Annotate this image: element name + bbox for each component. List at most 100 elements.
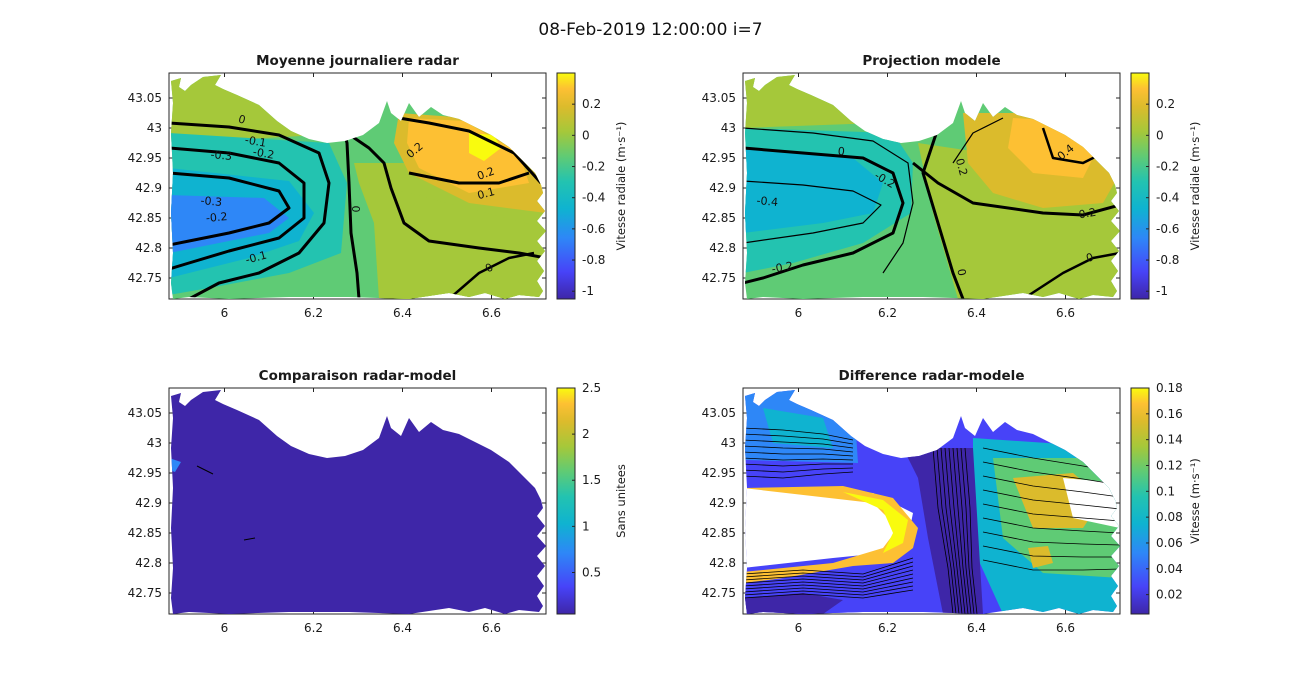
- contour-line: [982, 461, 1120, 486]
- contour-line: [745, 127, 914, 274]
- y-tick-label: 42.75: [128, 271, 162, 285]
- x-tick-label: 6: [221, 621, 229, 635]
- axes-frame: [742, 387, 1121, 615]
- contour-line: [745, 457, 854, 461]
- color-region: [407, 118, 529, 193]
- colorbar-gradient: [556, 72, 576, 300]
- color-region: [745, 593, 843, 614]
- contour-line: [745, 467, 854, 473]
- contour-line: [745, 439, 854, 449]
- colorbar-tick-label: 0.5: [582, 565, 601, 579]
- field-3: [171, 390, 546, 614]
- y-tick-label: 43.05: [702, 91, 736, 105]
- colorbar-tick-label: 0.08: [1156, 510, 1183, 524]
- axes-4: 6 6.2 6.4 6.6 42.75 42.8 42.85 42.9 42.95 43 43.05…: [702, 368, 1121, 635]
- x-tick-label: 6.2: [878, 621, 897, 635]
- contour-line: [745, 573, 914, 587]
- colorbar-tick-label: 0.18: [1156, 381, 1183, 395]
- y-tick-label: 42.75: [128, 586, 162, 600]
- contour-line: [921, 112, 965, 299]
- x-tick-label: 6.6: [1056, 621, 1075, 635]
- y-tick-label: 43.05: [702, 406, 736, 420]
- colorbar-tick-label: -0.8: [582, 253, 605, 267]
- colorbar-tick-label: -0.8: [1156, 253, 1179, 267]
- contour-line: [982, 559, 1120, 571]
- contour-label: 0.1: [476, 185, 496, 202]
- contour-line: [408, 171, 530, 185]
- contour-line: [745, 565, 914, 581]
- color-region: [171, 390, 546, 614]
- contour-label: -0.2: [205, 210, 228, 225]
- colorbar-gradient: [1130, 387, 1150, 615]
- colorbar-tick-label: 0.1: [1156, 484, 1175, 498]
- colorbar-tick-label: 0.2: [582, 97, 601, 111]
- axes-frame: [168, 387, 547, 615]
- color-region: [745, 148, 883, 233]
- colorbar-tick-label: -0.4: [582, 191, 605, 205]
- axes-frame: [742, 72, 1121, 300]
- color-region: [903, 448, 983, 614]
- colorbar-label: Sans unitees: [614, 464, 628, 538]
- contour-line: [982, 545, 1120, 558]
- contour-line: [944, 447, 963, 614]
- contour-line: [982, 517, 1120, 534]
- y-tick-label: 42.85: [128, 526, 162, 540]
- colorbar-tick-label: -0.2: [582, 160, 605, 174]
- colorbar-tick-label: -0.2: [1156, 160, 1179, 174]
- x-tick-label: 6: [221, 306, 229, 320]
- contour-line: [745, 585, 914, 596]
- x-tick-label: 6.6: [1056, 306, 1075, 320]
- color-region: [745, 486, 918, 584]
- contour-line: [982, 475, 1120, 498]
- contour-line: [745, 471, 854, 479]
- contour-line: [912, 161, 1120, 217]
- contour-line: [745, 577, 914, 590]
- contour-label: 0: [1084, 250, 1095, 265]
- contour-label: -0.3: [200, 194, 223, 209]
- x-tick-label: 6.4: [967, 306, 986, 320]
- panel-title: Comparaison radar-model: [259, 368, 457, 384]
- colorbar-gradient: [556, 387, 576, 615]
- contour-line: [964, 447, 978, 614]
- contour-line: [196, 465, 214, 475]
- color-region: [469, 133, 501, 161]
- y-tick-label: 42.85: [702, 211, 736, 225]
- contour-line: [243, 537, 256, 541]
- contour-line: [948, 447, 966, 614]
- contour-label: -0.2: [771, 259, 794, 276]
- contour-label: 0.2: [475, 165, 496, 183]
- y-tick-label: 42.8: [135, 556, 162, 570]
- field-2: 0-0.2-0.4-0.2 00.200.20.4: [745, 75, 1120, 299]
- y-tick-label: 42.75: [702, 586, 736, 600]
- contour-line: [952, 447, 969, 614]
- colorbar-tick-label: 0.14: [1156, 433, 1183, 447]
- field-1: 0-0.1-0.2-0.3-0.3-0.2-0.100.20.20.10: [171, 75, 546, 299]
- x-tick-label: 6: [795, 621, 803, 635]
- x-tick-label: 6: [795, 306, 803, 320]
- contour-line: [171, 121, 331, 299]
- y-tick-label: 42.95: [128, 151, 162, 165]
- y-tick-label: 42.95: [128, 466, 162, 480]
- axes-3: 6 6.2 6.4 6.6 42.75 42.8 42.85 42.9 42.95 43 43.05…: [128, 368, 547, 635]
- field-4: [745, 390, 1120, 614]
- y-tick-label: 42.95: [702, 151, 736, 165]
- colorbar-tick-label: -0.6: [1156, 222, 1179, 236]
- colorbar-4: 0.18 0.16 0.14 0.12 0.1 0.08 0.06 0.04 0.02 Vites…: [1130, 381, 1202, 615]
- x-tick-label: 6.4: [393, 621, 412, 635]
- contour-line: [745, 463, 853, 467]
- contour-line: [448, 251, 535, 299]
- axes-2: 6 6.2 6.4 6.6 42.75 42.8 42.85 42.9 42.95 43 43.05…: [702, 53, 1121, 320]
- colorbar-tick-label: -1: [1156, 284, 1168, 298]
- contour-label: 0.2: [1078, 206, 1097, 222]
- colorbar-tick-label: -0.4: [1156, 191, 1179, 205]
- colorbar-tick-label: 2: [582, 427, 590, 441]
- color-region: [1028, 546, 1053, 568]
- contour-label: -0.4: [756, 194, 779, 209]
- contour-line: [745, 557, 914, 575]
- x-tick-label: 6.6: [482, 306, 501, 320]
- colorbar-tick-label: 0: [1156, 128, 1164, 142]
- colorbar-tick-label: -1: [582, 284, 594, 298]
- colorbar-label: Vitesse radiale (m·s⁻¹): [614, 122, 628, 251]
- y-tick-label: 42.9: [135, 496, 162, 510]
- colorbar-tick-label: 0.2: [1156, 97, 1175, 111]
